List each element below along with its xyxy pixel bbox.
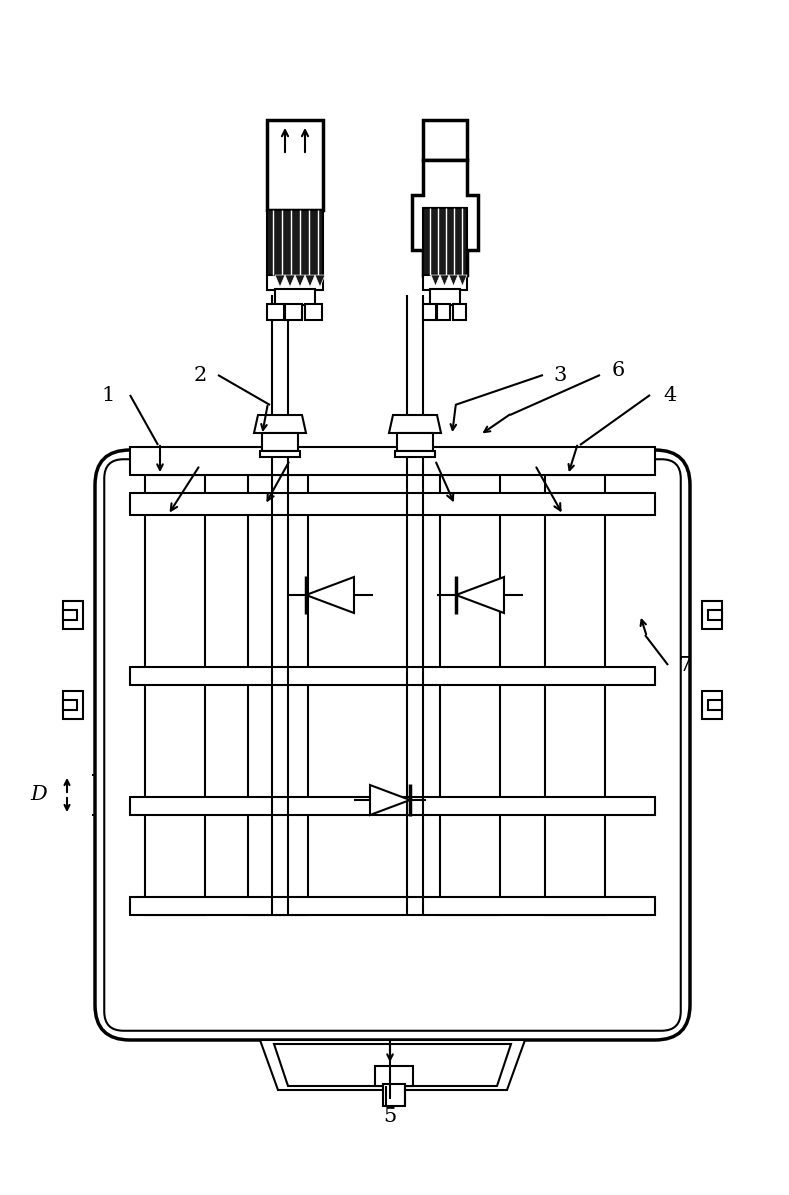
Polygon shape — [285, 275, 295, 287]
Bar — [130, 897, 655, 915]
Polygon shape — [458, 275, 467, 286]
Polygon shape — [260, 1040, 525, 1090]
Bar — [267, 275, 323, 290]
Bar — [453, 304, 466, 320]
Bar — [545, 474, 605, 915]
Text: 5: 5 — [383, 1108, 397, 1127]
FancyBboxPatch shape — [104, 459, 681, 1031]
Bar — [702, 691, 722, 719]
Polygon shape — [254, 415, 306, 433]
Polygon shape — [440, 275, 449, 286]
Bar — [63, 691, 83, 719]
Text: 2: 2 — [193, 366, 207, 385]
Bar — [423, 208, 467, 275]
Bar — [130, 667, 655, 685]
Polygon shape — [315, 275, 325, 287]
Bar — [423, 120, 467, 160]
Bar — [275, 289, 315, 305]
Bar — [708, 700, 722, 710]
Bar — [63, 609, 77, 620]
Bar — [260, 451, 300, 456]
Bar — [63, 601, 83, 629]
Polygon shape — [412, 160, 478, 275]
Bar — [285, 304, 302, 320]
Polygon shape — [370, 785, 410, 815]
Polygon shape — [431, 275, 440, 286]
Bar — [63, 700, 77, 710]
Bar — [305, 304, 322, 320]
Bar — [437, 304, 450, 320]
Bar — [130, 494, 655, 515]
Bar — [430, 289, 460, 305]
Bar — [267, 304, 284, 320]
Bar — [702, 601, 722, 629]
Polygon shape — [389, 415, 441, 433]
Bar — [145, 474, 205, 915]
Bar — [708, 609, 722, 620]
Bar — [423, 304, 436, 320]
Bar — [130, 447, 655, 474]
Text: D: D — [30, 785, 47, 804]
Polygon shape — [295, 275, 305, 287]
FancyBboxPatch shape — [95, 451, 690, 1040]
Text: 4: 4 — [664, 386, 677, 404]
Text: 3: 3 — [553, 366, 567, 385]
Polygon shape — [274, 1044, 511, 1086]
Bar — [395, 451, 435, 456]
Bar — [248, 474, 308, 915]
Bar — [375, 1066, 413, 1086]
Bar — [267, 210, 323, 275]
Bar — [130, 797, 655, 815]
Text: 1: 1 — [101, 386, 114, 404]
Polygon shape — [306, 577, 354, 613]
Bar — [397, 433, 433, 451]
Bar — [262, 433, 298, 451]
Polygon shape — [305, 275, 315, 287]
Text: 6: 6 — [611, 361, 625, 380]
Text: 7: 7 — [679, 656, 692, 674]
Polygon shape — [449, 275, 458, 286]
Polygon shape — [275, 275, 285, 287]
Bar — [440, 474, 500, 915]
Bar — [267, 120, 323, 210]
Polygon shape — [456, 577, 504, 613]
Bar — [383, 1084, 405, 1107]
Bar — [423, 275, 467, 290]
